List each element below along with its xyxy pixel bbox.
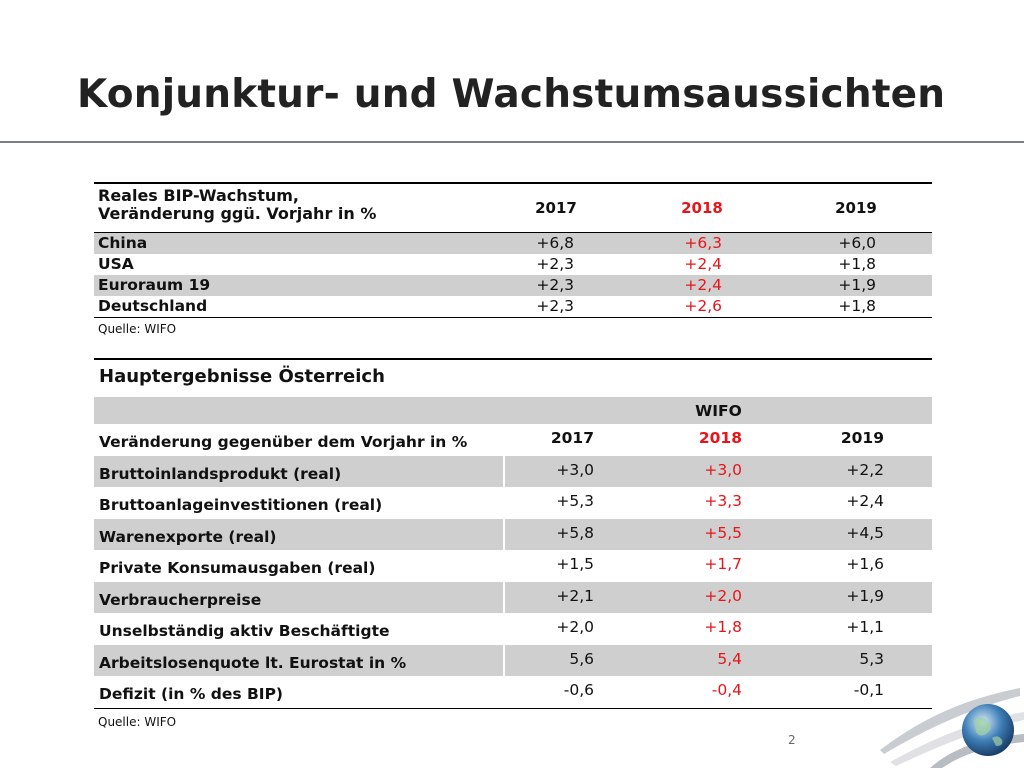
value-2019: +1,8	[838, 297, 876, 315]
value-2019: +1,9	[846, 586, 884, 605]
table-row: Verbraucherpreise +2,1 +2,0 +1,9	[94, 581, 932, 613]
year-2017: 2017	[550, 429, 594, 447]
value-2017: +2,3	[536, 255, 574, 273]
year-2019: 2019	[840, 429, 884, 447]
value-2019: 5,3	[859, 649, 884, 668]
value-2018: +3,0	[704, 460, 742, 479]
value-2018: +2,4	[684, 276, 722, 294]
years-row: Veränderung gegenüber dem Vorjahr in % 2…	[94, 424, 932, 456]
indicator-label: Private Konsumausgaben (real)	[99, 559, 376, 577]
title-divider	[0, 141, 1024, 143]
value-2017: -0,6	[563, 681, 594, 699]
value-2019: +6,0	[838, 234, 876, 252]
indicator-label: Bruttoanlageinvestitionen (real)	[99, 496, 383, 514]
table-row: Bruttoinlandsprodukt (real) +3,0 +3,0 +2…	[94, 455, 932, 487]
year-2018: 2018	[698, 429, 742, 447]
table-row: Euroraum 19 +2,3 +2,4 +1,9	[94, 275, 932, 296]
indicator-label: Arbeitslosenquote lt. Eurostat in %	[99, 653, 407, 672]
value-2018: +2,4	[684, 255, 722, 273]
value-2018: 5,4	[717, 649, 742, 668]
table-row: Defizit (in % des BIP) -0,6 -0,4 -0,1	[94, 676, 932, 709]
country-label: USA	[98, 255, 134, 273]
header-line-2: Veränderung ggü. Vorjahr in %	[98, 204, 377, 223]
value-2017: +3,0	[556, 460, 594, 479]
value-2019: +1,6	[846, 555, 884, 573]
value-2019: -0,1	[853, 681, 884, 699]
year-2018: 2018	[681, 199, 723, 217]
value-2019: +4,5	[846, 523, 884, 542]
value-2017: +2,0	[556, 618, 594, 636]
value-2019: +1,8	[838, 255, 876, 273]
austria-table-title: Hauptergebnisse Österreich	[99, 366, 385, 387]
value-2018: +5,5	[704, 523, 742, 542]
indicator-label: Verbraucherpreise	[99, 590, 262, 609]
gdp-table-header: Reales BIP-Wachstum, Veränderung ggü. Vo…	[94, 182, 932, 233]
source-note-2: Quelle: WIFO	[98, 715, 177, 729]
country-label: Deutschland	[98, 297, 208, 315]
year-2017: 2017	[535, 199, 577, 217]
gdp-growth-table: Reales BIP-Wachstum, Veränderung ggü. Vo…	[94, 182, 932, 318]
indicator-label: Bruttoinlandsprodukt (real)	[99, 464, 342, 483]
table-row: Deutschland +2,3 +2,6 +1,8	[94, 296, 932, 318]
indicator-label: Defizit (in % des BIP)	[99, 685, 284, 703]
table-row: Private Konsumausgaben (real) +1,5 +1,7 …	[94, 550, 932, 582]
value-2018: +2,6	[684, 297, 722, 315]
wifo-group-label: WIFO	[695, 402, 742, 420]
page-number: 2	[788, 733, 796, 747]
value-2019: +1,9	[838, 276, 876, 294]
year-2019: 2019	[835, 199, 877, 217]
value-2018: -0,4	[711, 681, 742, 699]
table-row: Unselbständig aktiv Beschäftigte +2,0 +1…	[94, 613, 932, 645]
value-2018: +3,3	[704, 492, 742, 510]
value-2017: 5,6	[569, 649, 594, 668]
country-label: China	[98, 234, 148, 252]
value-2017: +2,3	[536, 297, 574, 315]
value-2018: +1,7	[704, 555, 742, 573]
years-row-label: Veränderung gegenüber dem Vorjahr in %	[99, 433, 468, 451]
value-2019: +1,1	[846, 618, 884, 636]
indicator-label: Unselbständig aktiv Beschäftigte	[99, 622, 390, 640]
value-2017: +1,5	[556, 555, 594, 573]
gdp-table-header-label: Reales BIP-Wachstum, Veränderung ggü. Vo…	[98, 187, 376, 223]
austria-results-table: Hauptergebnisse Österreich WIFO Veränder…	[94, 358, 932, 709]
value-2018: +6,3	[684, 234, 722, 252]
austria-table-title-row: Hauptergebnisse Österreich	[94, 358, 932, 397]
value-2019: +2,4	[846, 492, 884, 510]
source-note-1: Quelle: WIFO	[98, 322, 177, 336]
value-2017: +5,3	[556, 492, 594, 510]
header-line-1: Reales BIP-Wachstum,	[98, 186, 299, 205]
table-row: Warenexporte (real) +5,8 +5,5 +4,5	[94, 518, 932, 550]
table-row: USA +2,3 +2,4 +1,8	[94, 254, 932, 275]
indicator-label: Warenexporte (real)	[99, 527, 277, 546]
table-row: China +6,8 +6,3 +6,0	[94, 233, 932, 254]
slide-title: Konjunktur- und Wachstumsaussichten	[77, 72, 946, 117]
wifo-group-row: WIFO	[94, 397, 932, 424]
globe-swoosh-icon	[880, 688, 1024, 768]
value-2017: +6,8	[536, 234, 574, 252]
value-2017: +5,8	[556, 523, 594, 542]
value-2019: +2,2	[846, 460, 884, 479]
table-row: Bruttoanlageinvestitionen (real) +5,3 +3…	[94, 487, 932, 519]
value-2018: +1,8	[704, 618, 742, 636]
table-row: Arbeitslosenquote lt. Eurostat in % 5,6 …	[94, 644, 932, 676]
value-2017: +2,3	[536, 276, 574, 294]
value-2018: +2,0	[704, 586, 742, 605]
value-2017: +2,1	[556, 586, 594, 605]
country-label: Euroraum 19	[98, 276, 211, 294]
